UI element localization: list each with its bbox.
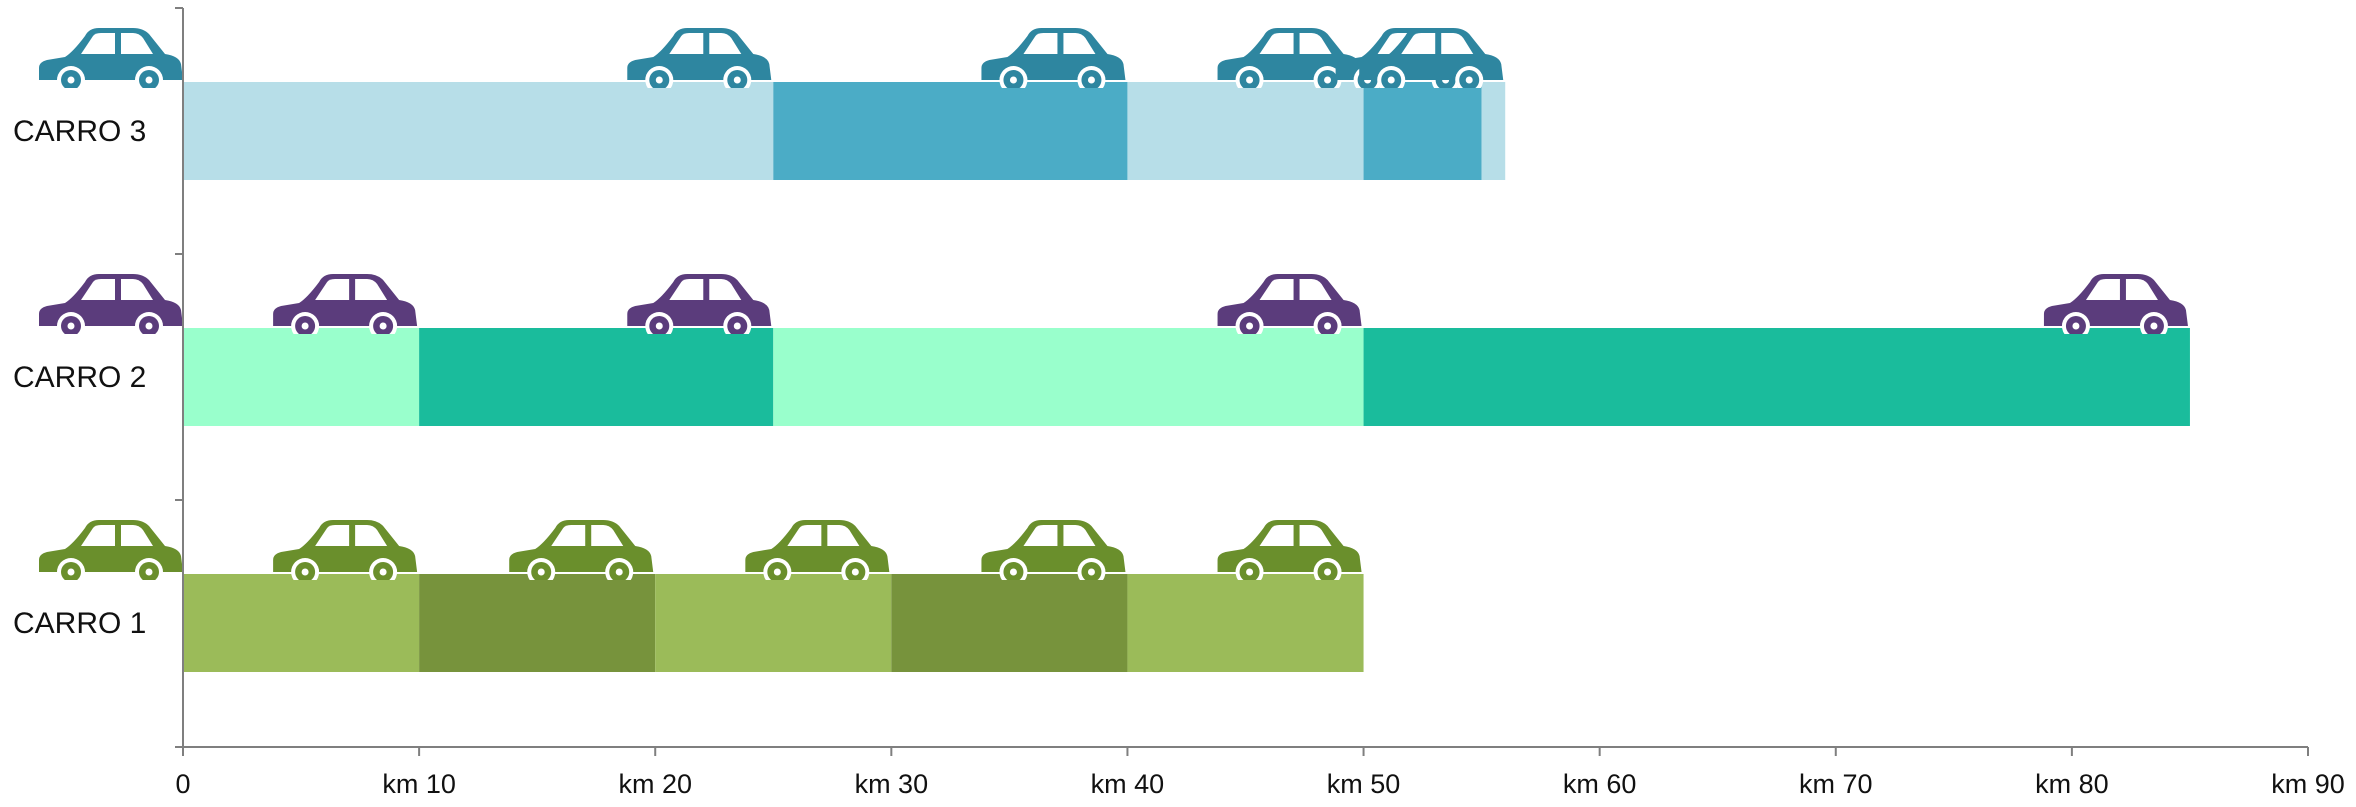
bar-segment	[183, 82, 774, 180]
car-icon	[39, 28, 183, 88]
bar-segment	[1127, 82, 1364, 180]
x-tick-label: km 50	[1327, 769, 1401, 799]
x-tick-label: km 10	[382, 769, 456, 799]
bar-segment	[773, 328, 1364, 426]
x-tick-label: km 90	[2271, 769, 2345, 799]
bar-segment	[773, 82, 1128, 180]
car-icon	[39, 520, 183, 580]
bar-segment	[183, 328, 420, 426]
x-tick-label: km 40	[1091, 769, 1165, 799]
bar-segment	[183, 574, 420, 672]
x-tick-label: 0	[175, 769, 190, 799]
bar-segment	[1363, 82, 1482, 180]
axis-layer: 0 km 10 km 20 km 30 km 40 km 50 km 60 km 70 km 8…	[175, 7, 2345, 799]
x-tick-label: km 30	[855, 769, 929, 799]
car-icon	[39, 274, 183, 334]
bar-segment	[419, 328, 774, 426]
category-label: CARRO 3	[13, 115, 146, 148]
bars-layer	[183, 82, 2190, 672]
bar-segment	[655, 574, 892, 672]
x-tick-label: km 80	[2035, 769, 2109, 799]
bar-segment	[1127, 574, 1364, 672]
bar-segment	[1481, 82, 1506, 180]
x-tick-label: km 70	[1799, 769, 1873, 799]
x-tick-label: km 20	[618, 769, 692, 799]
category-label: CARRO 2	[13, 361, 146, 394]
bar-segment	[1363, 328, 2190, 426]
bar-segment	[419, 574, 656, 672]
x-tick-label: km 60	[1563, 769, 1637, 799]
category-label: CARRO 1	[13, 607, 146, 640]
labels-layer: CARRO 3 CARRO 2 CARRO 1	[13, 115, 146, 640]
bar-segment	[891, 574, 1128, 672]
